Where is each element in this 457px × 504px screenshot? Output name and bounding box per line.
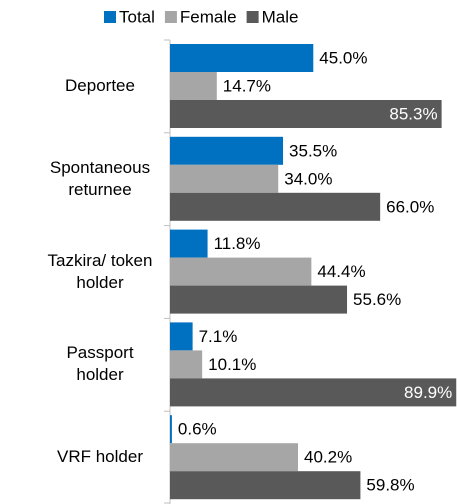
value-label: 7.1%	[199, 327, 238, 346]
legend-label: Total	[119, 7, 155, 26]
value-label: 85.3%	[389, 104, 437, 123]
bar	[170, 257, 312, 286]
category-label: VRF holder	[57, 447, 143, 467]
legend-label: Male	[262, 7, 299, 26]
value-label: 55.6%	[353, 290, 401, 309]
value-label: 35.5%	[289, 141, 337, 160]
value-label: 0.6%	[178, 420, 217, 439]
legend-label: Female	[180, 7, 237, 26]
value-label: 66.0%	[386, 197, 434, 216]
value-label: 11.8%	[214, 234, 261, 253]
bar	[170, 285, 348, 314]
bar	[170, 100, 442, 128]
category-label: Tazkira/ token holder	[47, 250, 153, 292]
category-label: Deportee	[65, 76, 135, 95]
category-label: Spontaneous returnee	[49, 157, 151, 199]
value-label: 14.7%	[223, 76, 271, 95]
legend-swatch	[246, 11, 259, 23]
bar	[170, 350, 203, 379]
category-label: Passport holder	[66, 343, 134, 385]
bar	[170, 471, 361, 500]
bar	[170, 164, 279, 193]
legend-swatch	[104, 11, 116, 23]
bar	[170, 415, 172, 444]
value-label: 40.2%	[304, 448, 352, 467]
bar	[170, 229, 208, 258]
value-label: 89.9%	[404, 383, 452, 402]
value-label: 45.0%	[319, 48, 367, 67]
bar	[170, 44, 314, 72]
value-label: 59.8%	[366, 476, 414, 495]
bar	[170, 443, 299, 472]
bar	[170, 378, 457, 407]
bar	[170, 136, 284, 165]
bar	[170, 72, 217, 100]
value-label: 44.4%	[317, 262, 365, 281]
legend-swatch	[164, 11, 177, 23]
value-label: 10.1%	[208, 355, 256, 374]
bar	[170, 322, 193, 351]
value-label: 34.0%	[284, 169, 332, 188]
bar	[170, 192, 381, 221]
